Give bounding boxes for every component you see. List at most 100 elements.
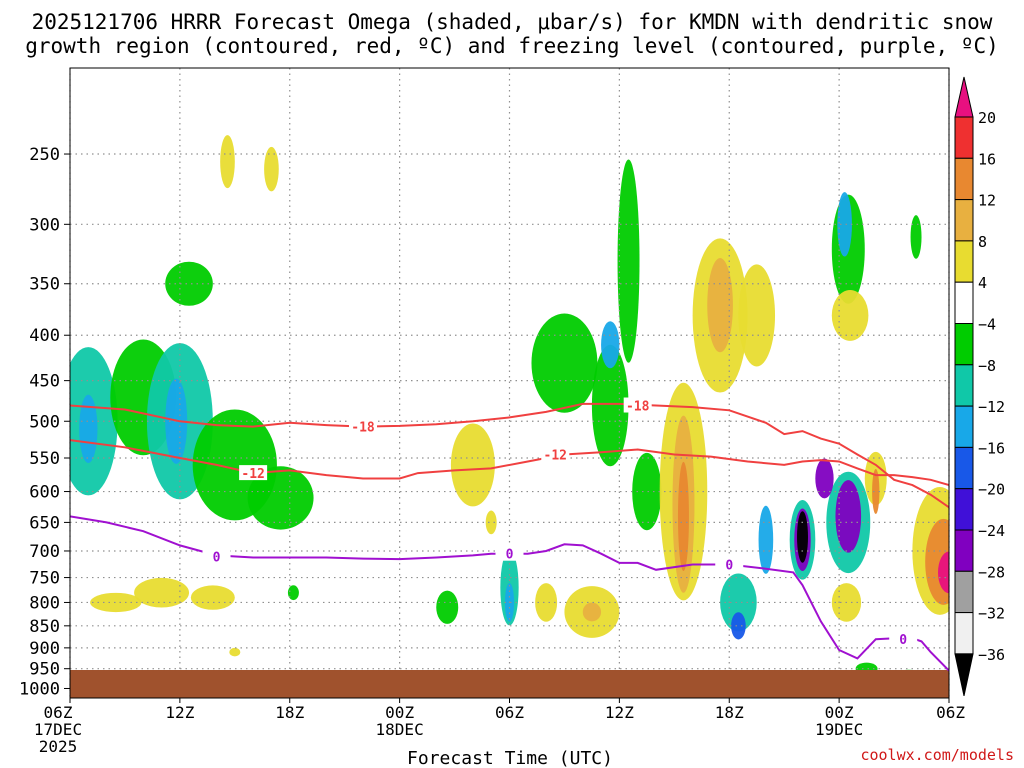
omega-cell-43 — [835, 480, 862, 553]
omega-cell-35 — [731, 612, 746, 640]
y-tick-label-400: 400 — [29, 326, 60, 346]
y-tick-label-950: 950 — [29, 660, 60, 680]
contour-label-freezing-0-2: 0 — [725, 559, 733, 574]
x-tick-date-h18: 18DEC — [376, 720, 424, 739]
contour-label-freezing-0-0: 0 — [213, 550, 221, 565]
pressure-axis: 2503003504004505005506006507007508008509… — [19, 145, 70, 699]
omega-cell-48 — [872, 469, 880, 515]
colorbar-tick-label-10: −24 — [978, 522, 1005, 540]
colorbar-tick-label-11: −28 — [978, 563, 1005, 581]
omega-cell-22 — [531, 313, 598, 413]
colorbar-tick-label-2: 12 — [978, 192, 996, 210]
colorbar-tick-label-12: −32 — [978, 605, 1005, 623]
contour-label-dgz-minus12-1: -12 — [544, 448, 567, 463]
contour-label-bg-dgz-minus18-0 — [349, 418, 377, 434]
x-tick-label-h0: 06Z — [44, 703, 73, 722]
omega-cell-7 — [165, 261, 213, 306]
colorbar-tick-label-3: 8 — [978, 233, 987, 251]
colorbar-tick-label-13: −36 — [978, 646, 1005, 664]
y-tick-label-800: 800 — [29, 593, 60, 613]
colorbar-box-2 — [954, 199, 974, 242]
x-tick-date-h0: 17DEC — [34, 720, 82, 739]
omega-cell-8 — [90, 592, 142, 613]
omega-cell-15 — [450, 423, 495, 507]
colorbar-box-3 — [954, 240, 974, 283]
omega-cell-54 — [938, 551, 949, 594]
colorbar-box-8 — [954, 446, 974, 490]
x-tick-label-h6: 12Z — [165, 703, 194, 722]
omega-cell-18 — [485, 510, 497, 535]
omega-cell-30 — [677, 461, 689, 572]
contour-freezing-0 — [70, 515, 949, 672]
contour-dgz-minus12 — [70, 439, 949, 487]
y-tick-label-850: 850 — [29, 617, 60, 637]
y-tick-label-250: 250 — [29, 145, 60, 165]
contour-label-bg-freezing-0-3 — [889, 631, 918, 647]
omega-cell-1 — [79, 394, 98, 463]
colorbar-box-11 — [954, 570, 974, 614]
omega-cell-36 — [758, 505, 774, 574]
colorbar-box-12 — [954, 612, 974, 655]
colorbar-box-10 — [954, 529, 974, 572]
omega-cell-23 — [591, 344, 629, 467]
y-tick-label-550: 550 — [29, 449, 60, 469]
colorbar-tick-label-8: −16 — [978, 439, 1005, 457]
colorbar-tick-label-9: −20 — [978, 481, 1005, 499]
colorbar-arrow-top — [954, 76, 974, 118]
colorbar-tick-label-6: −8 — [978, 357, 996, 375]
omega-cell-44 — [815, 458, 834, 499]
ground-below-surface — [70, 670, 949, 698]
colorbar-tick-label-5: −4 — [978, 316, 996, 334]
omega-cell-51 — [910, 215, 922, 259]
y-tick-label-700: 700 — [29, 542, 60, 562]
contour-label-bg-dgz-minus12-0 — [239, 465, 268, 481]
x-tick-label-h36: 18Z — [715, 703, 744, 722]
omega-cell-32 — [707, 258, 733, 353]
contour-label-dgz-minus18-0: -18 — [351, 421, 375, 436]
omega-cell-41 — [837, 192, 852, 257]
contour-label-dgz-minus18-1: -18 — [626, 400, 650, 415]
contour-lines: -18 -18 -12 -12 0 0 0 0 — [70, 397, 949, 672]
colorbar-box-9 — [954, 488, 974, 531]
colorbar-tick-label-7: −12 — [978, 398, 1005, 416]
contour-label-dgz-minus12-0: -12 — [241, 467, 264, 482]
x-tick-label-h48: 06Z — [936, 703, 965, 722]
x-tick-year-h0: 2025 — [39, 737, 78, 756]
omega-cell-10 — [190, 585, 235, 610]
y-tick-label-350: 350 — [29, 275, 60, 295]
x-tick-label-h24: 06Z — [495, 703, 524, 722]
contour-label-bg-freezing-0-1 — [495, 545, 524, 561]
omega-cell-25 — [617, 159, 640, 363]
omega-cell-24 — [601, 321, 620, 369]
colorbar-box-1 — [954, 157, 974, 201]
colorbar-tick-label-1: 16 — [978, 150, 996, 168]
omega-cell-13 — [264, 146, 279, 192]
omega-cell-46 — [831, 290, 869, 341]
grid-lines — [69, 68, 950, 698]
omega-cell-39 — [797, 511, 808, 563]
colorbar-tick-label-0: 20 — [978, 109, 996, 127]
y-tick-label-650: 650 — [29, 513, 60, 533]
omega-cell-9 — [134, 577, 190, 608]
omega-cell-11 — [229, 647, 241, 657]
y-tick-label-450: 450 — [29, 372, 60, 392]
contour-dgz-minus18 — [70, 402, 949, 509]
colorbar-box-5 — [954, 323, 974, 366]
colorbar-arrow-bottom — [954, 653, 974, 697]
colorbar-box-7 — [954, 405, 974, 448]
contour-label-bg-freezing-0-0 — [202, 548, 231, 564]
contour-label-freezing-0-3: 0 — [899, 633, 907, 648]
x-tick-label-h42: 00Z — [825, 703, 854, 722]
contour-label-freezing-0-1: 0 — [506, 548, 514, 563]
x-tick-label-h12: 18Z — [275, 703, 304, 722]
colorbar-box-0 — [954, 116, 974, 159]
site-credit: coolwx.com/models — [860, 746, 1014, 764]
chart-title-line-2: growth region (contoured, red, ºC) and f… — [25, 34, 999, 58]
omega-cell-12 — [220, 135, 235, 189]
omega-cell-27 — [436, 590, 459, 624]
y-tick-label-600: 600 — [29, 483, 60, 503]
omega-cell-34 — [720, 573, 757, 632]
omega-cell-19 — [535, 583, 558, 622]
